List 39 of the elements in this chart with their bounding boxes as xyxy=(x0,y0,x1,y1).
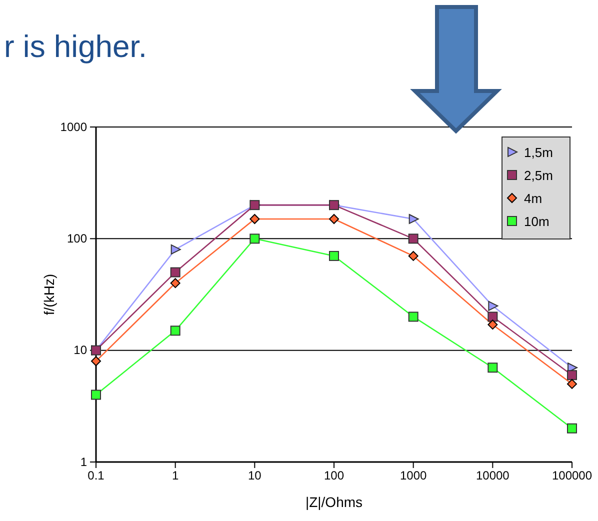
point xyxy=(329,250,339,261)
x-tick-label: 100000 xyxy=(552,468,592,483)
point xyxy=(408,312,418,322)
legend-label: 2,5m xyxy=(524,168,553,183)
point xyxy=(488,320,498,330)
point xyxy=(250,234,260,244)
y-tick-label: 100 xyxy=(66,232,88,246)
y-tick-label: 1000 xyxy=(60,120,88,134)
text: r is higher. xyxy=(4,29,148,64)
point xyxy=(567,423,577,434)
point xyxy=(170,244,181,254)
point xyxy=(250,214,260,224)
point xyxy=(408,250,418,261)
legend-label: 10m xyxy=(524,214,550,229)
y-tick-label: 10 xyxy=(74,343,88,358)
x-tick-label: 10000 xyxy=(476,468,510,483)
x-tick-label: 100 xyxy=(324,468,344,483)
x-tick-label: 1 xyxy=(172,468,179,483)
point xyxy=(408,214,419,224)
point xyxy=(488,300,498,311)
y-tick-label: 1 xyxy=(80,454,88,469)
point xyxy=(91,390,101,400)
point xyxy=(170,326,180,336)
legend-label: 4m xyxy=(524,191,542,206)
x-tick-label: 1000 xyxy=(400,468,428,483)
point xyxy=(170,278,180,288)
y-axis-title: f/(kHz) xyxy=(41,274,57,316)
point xyxy=(170,267,180,278)
point xyxy=(408,234,418,244)
point xyxy=(567,370,577,380)
legend-label: 1,5m xyxy=(524,145,553,160)
x-axis-title: |Z|/Ohms xyxy=(305,494,363,510)
point xyxy=(91,356,101,366)
x-tick-label: 10 xyxy=(248,468,262,483)
point xyxy=(488,312,498,322)
point xyxy=(488,362,498,373)
x-tick-label: 0.1 xyxy=(88,468,105,483)
point xyxy=(329,214,339,224)
point xyxy=(567,378,577,389)
